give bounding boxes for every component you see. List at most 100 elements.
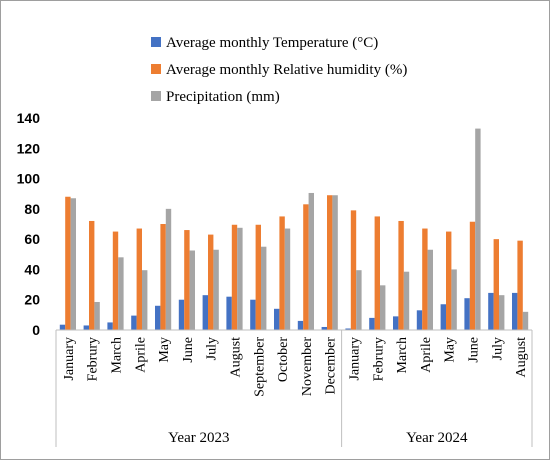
y-tick-label-140: 140 [17,110,41,126]
bar-humidity-8 [231,224,238,330]
y-tick-label-120: 120 [17,140,41,156]
bar-temperature-4 [131,315,137,330]
bar-precipitation-16 [427,249,433,330]
bar-humidity-15 [398,220,404,330]
bar-humidity-16 [422,228,428,330]
bar-temperature-9 [250,299,256,330]
x-tick-label-20: August [514,337,529,378]
y-tick-label-60: 60 [24,231,40,247]
legend-label-1: Average monthly Temperature (°C) [166,35,378,51]
x-tick-label-8: August [229,337,244,378]
bar-temperature-6 [178,299,185,330]
bar-precipitation-2 [94,301,100,330]
bar-precipitation-12 [332,195,338,330]
x-tick-label-7: July [205,337,220,360]
bar-humidity-10 [279,216,285,330]
bar-precipitation-7 [213,249,219,330]
bar-temperature-5 [155,305,161,330]
y-tick-label-20: 20 [24,292,40,308]
bar-temperature-13 [345,328,351,330]
bar-humidity-3 [112,231,119,330]
x-tick-label-3: March [110,337,125,374]
x-tick-label-4: Aprile [133,337,148,373]
bar-humidity-17 [446,231,452,330]
legend-swatch-3 [151,91,161,101]
bar-humidity-5 [160,224,166,330]
bar-humidity-1 [65,196,71,330]
bar-precipitation-1 [70,198,76,330]
bar-temperature-11 [297,320,304,330]
bar-precipitation-17 [451,269,457,330]
x-tick-label-12: December [324,337,339,395]
bar-precipitation-20 [522,311,529,330]
bar-temperature-18 [464,298,470,330]
bars [59,128,529,330]
bar-temperature-8 [226,296,232,330]
bar-precipitation-14 [380,285,386,330]
legend-label-2: Average monthly Relative humidity (%) [166,62,407,78]
bar-humidity-11 [303,204,309,330]
x-axis: January Februry March Aprile May June July Augu… [56,329,532,397]
bar-temperature-20 [512,292,518,330]
x-tick-label-11: November [300,337,315,396]
x-tick-label-13: January [348,337,363,381]
x-tick-label-2: Februry [86,337,101,381]
y-axis: 0 20 40 60 80 100 120 140 [17,110,41,338]
bar-precipitation-19 [499,295,505,330]
x-tick-label-5: May [157,337,172,363]
bar-humidity-6 [184,230,190,330]
y-tick-label-0: 0 [32,322,40,338]
group-label-2: Year 2024 [406,430,468,446]
y-tick-label-100: 100 [17,171,41,187]
x-tick-label-9: September [252,337,267,397]
x-tick-label-15: March [395,337,410,374]
legend: Average monthly Temperature (°C) Average … [151,35,407,105]
bar-temperature-3 [107,322,113,330]
bar-temperature-1 [59,324,66,330]
bar-humidity-7 [208,234,214,330]
y-tick-label-40: 40 [24,261,40,277]
x-tick-label-10: October [276,337,291,382]
x-tick-label-1: January [62,337,77,381]
bar-temperature-15 [393,316,399,330]
bar-temperature-17 [440,304,446,330]
bar-humidity-18 [469,221,476,330]
bar-temperature-7 [202,295,208,330]
bar-precipitation-15 [403,271,410,330]
bar-humidity-20 [517,240,523,330]
legend-label-3: Precipitation (mm) [166,89,280,105]
bar-precipitation-9 [261,246,267,330]
bar-precipitation-4 [142,270,148,330]
bar-temperature-16 [416,310,423,330]
bar-precipitation-3 [118,257,124,330]
bar-humidity-12 [327,195,333,330]
group-labels: Year 2023 Year 2024 [55,330,533,447]
x-tick-label-6: June [181,337,196,363]
legend-swatch-2 [151,64,161,74]
bar-humidity-13 [350,210,357,330]
bar-humidity-14 [374,216,380,330]
bar-temperature-12 [321,326,327,330]
bar-humidity-19 [493,239,499,330]
bar-precipitation-8 [237,227,243,330]
bar-precipitation-11 [308,192,314,330]
x-tick-label-14: Februry [371,337,386,381]
bar-temperature-10 [274,308,280,330]
bar-temperature-19 [488,292,494,330]
bar-precipitation-10 [284,228,291,330]
x-tick-label-19: July [490,337,505,360]
bar-temperature-14 [369,317,375,330]
x-tick-label-18: June [467,337,482,363]
x-tick-label-16: Aprile [419,337,434,373]
bar-precipitation-13 [356,270,362,330]
legend-swatch-1 [151,37,161,47]
bar-precipitation-5 [165,208,172,330]
x-tick-label-17: May [443,337,458,363]
bar-humidity-9 [255,224,261,330]
group-label-1: Year 2023 [168,430,229,446]
bar-humidity-2 [89,220,95,330]
bar-humidity-4 [136,228,142,330]
bar-precipitation-18 [475,128,481,330]
